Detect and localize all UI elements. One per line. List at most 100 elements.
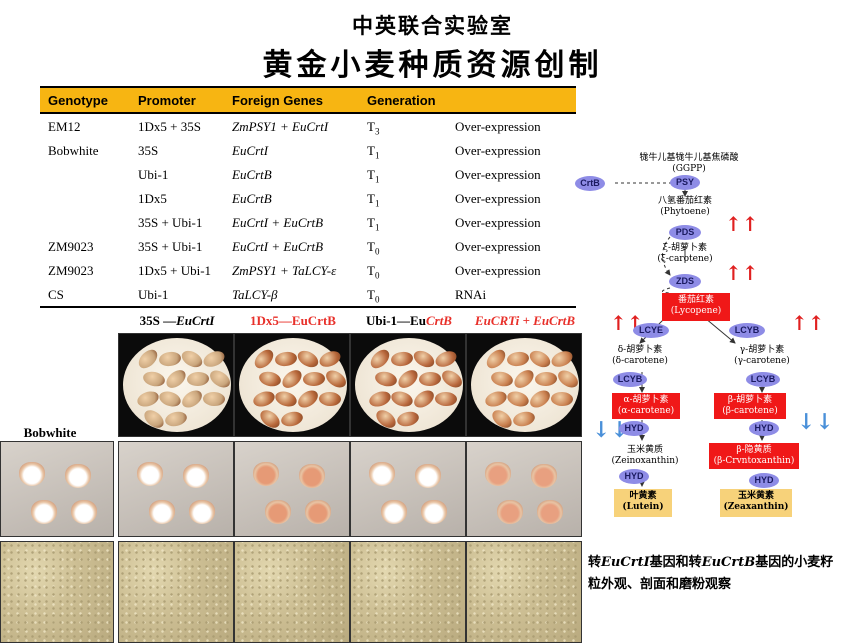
wheat-seed (395, 409, 421, 429)
table-header: Genotype Promoter Foreign Genes Generati… (40, 88, 576, 112)
grain-slice (19, 462, 45, 486)
grain-slice (189, 500, 215, 524)
wheat-seed (257, 406, 283, 432)
petri-dish (355, 338, 465, 432)
table-row: 35S + Ubi-1 EuCrtI + EuCrtB Over-expressio… (40, 210, 576, 234)
cell-promoter: 1Dx5 (138, 191, 167, 206)
wheat-seed (273, 388, 299, 410)
cell-promoter: 35S + Ubi-1 (138, 239, 203, 254)
photo-label-1dx5-eucrtb: 1Dx5—EuCrtB (250, 313, 336, 328)
cell-promoter: 1Dx5 + 35S (138, 119, 201, 134)
petri-dish (123, 338, 233, 432)
wheat-seed (257, 369, 283, 389)
zeta-carotene-label: (ξ-carotene) (657, 254, 713, 264)
grain-slice (265, 500, 291, 524)
table-top-rule (40, 86, 576, 88)
hyd-enzyme-4: HYD (749, 473, 779, 488)
cell-type: Over-expression (455, 239, 541, 254)
cell-type: Over-expression (455, 143, 541, 158)
wheat-seed (511, 366, 537, 392)
cell-generation: T3 (367, 119, 380, 137)
beta-cryptoxanthin-box: β-隐黄质 (β-Crvntoxanthin) (709, 443, 799, 469)
grain-slice (65, 464, 91, 488)
gamma-carotene-label: (γ-carotene) (734, 356, 790, 366)
grain-slice (305, 500, 331, 524)
wheat-seed (186, 371, 210, 387)
wheat-seed (483, 346, 509, 372)
grain-slice (415, 464, 441, 488)
wheat-seed (511, 409, 537, 429)
phytoene-label: (Phytoene) (660, 207, 710, 217)
wheat-seed (534, 371, 558, 387)
table-row: 1Dx5 EuCrtB Over-expression T1 (40, 186, 576, 210)
hyd-enzyme-1: HYD (619, 421, 649, 436)
zds-enzyme: ZDS (669, 274, 701, 289)
cell-generation: T1 (367, 143, 380, 161)
pds-enzyme: PDS (669, 225, 701, 240)
cell-generation: T0 (367, 287, 380, 305)
table-header-rule (40, 112, 576, 114)
lcyb-enzyme: LCYB (729, 323, 765, 338)
cell-promoter: 1Dx5 + Ubi-1 (138, 263, 212, 278)
cell-type: RNAi (455, 287, 487, 302)
cell-foreign-genes: ZmPSY1 + TaLCY-ε (232, 263, 337, 278)
wheat-seed (294, 347, 322, 371)
wheat-seed (410, 347, 438, 371)
cell-genotype: ZM9023 (48, 263, 94, 278)
wheat-seed (178, 347, 206, 371)
crtb-enzyme: CrtB (575, 176, 605, 191)
cell-generation: T1 (367, 215, 380, 233)
ggpp-label: (GGPP) (672, 164, 706, 174)
phytoene-cn-label: 八氢番茄红素 (657, 196, 712, 206)
wheat-seed (158, 350, 182, 368)
wheat-seed (279, 409, 305, 429)
wheat-seed (157, 388, 183, 410)
cross-section-photo (466, 441, 582, 537)
lycopene-box: 番茄红素 (Lycopene) (662, 293, 730, 321)
wheat-seed (251, 346, 277, 372)
cell-generation: T0 (367, 263, 380, 281)
seed-photo (234, 333, 350, 437)
lcyb-enzyme-left: LCYB (613, 372, 647, 387)
wheat-seed (438, 367, 465, 391)
table-row: EM12 1Dx5 + 35S ZmPSY1 + EuCrtI Over-expres… (40, 114, 576, 138)
up-arrow-zds: ↑↑ (725, 261, 759, 285)
wheat-seed (322, 367, 349, 391)
photo-label-ubi1-eucrtb: Ubi-1—EuCrtB (366, 313, 452, 328)
zeinoxanthin-cn-label: 玉米黄质 (626, 445, 663, 455)
wheat-seed (367, 388, 393, 410)
wheat-seed (389, 388, 415, 410)
wheat-seed (410, 386, 438, 412)
flour-photo (234, 541, 350, 643)
photo-label-35s-eucrti: 35S —EuCrtI (139, 313, 215, 328)
grain-slice (531, 464, 557, 488)
lutein-box: 叶黄素 (Lutein) (614, 489, 672, 517)
wheat-seed (135, 346, 161, 372)
hyd-enzyme-3: HYD (619, 469, 649, 484)
wheat-seed (318, 391, 342, 407)
seed-photo (118, 333, 234, 437)
table-row: Bobwhite 35S EuCrtI Over-expression T1 (40, 138, 576, 162)
up-arrow-lcyb: ↑↑ (791, 311, 825, 335)
wheat-seed (163, 366, 189, 392)
table-row: CS Ubi-1 TaLCY-β RNAi T0 (40, 282, 576, 306)
page-title: 黄金小麦种质资源创制 (262, 48, 603, 83)
psy-enzyme: PSY (670, 175, 700, 190)
cell-type: Over-expression (455, 191, 541, 206)
wheat-seed (178, 386, 206, 412)
flour-photo (118, 541, 234, 643)
cell-foreign-genes: EuCrtB (232, 167, 272, 182)
wheat-seed (367, 346, 393, 372)
wheat-seed (489, 369, 515, 389)
cell-generation: T1 (367, 191, 380, 209)
wheat-seed (526, 386, 554, 412)
cross-section-photo (0, 441, 114, 537)
seed-photo (466, 333, 582, 437)
cross-section-photo (234, 441, 350, 537)
beta-carotene-box: β-胡萝卜素 (β-carotene) (714, 393, 786, 419)
grain-slice (299, 464, 325, 488)
delta-carotene-cn-label: δ-胡萝卜素 (617, 345, 663, 355)
table-bottom-rule (40, 306, 576, 308)
header-generation: Generation (367, 93, 436, 108)
wheat-seed (317, 348, 343, 370)
